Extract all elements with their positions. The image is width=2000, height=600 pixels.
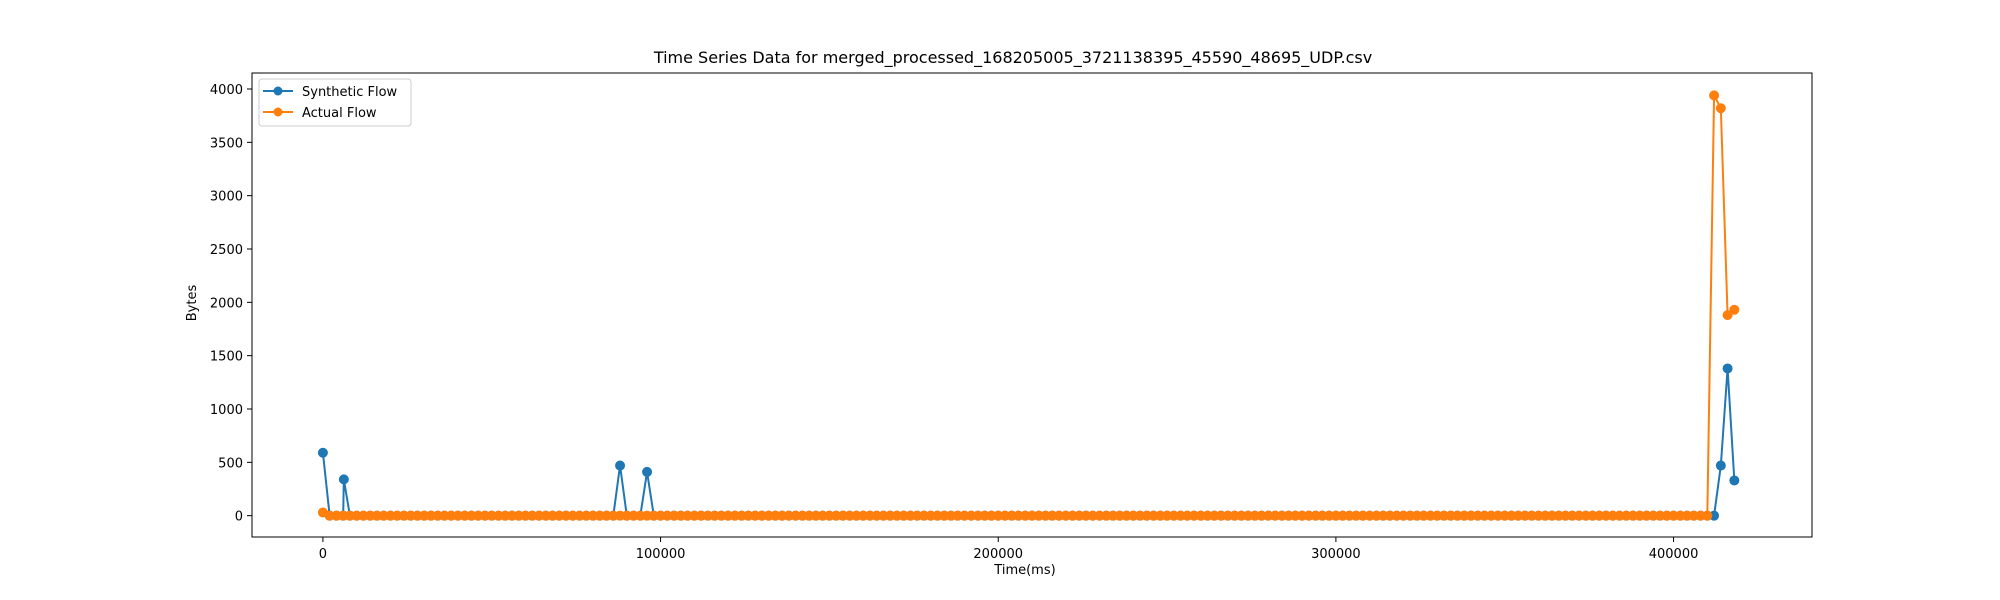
x-tick-label: 400000 [1649,547,1699,562]
y-axis: 0 500 1000 1500 2000 2500 3000 3500 4000 [210,83,252,525]
series-layer [317,90,1740,521]
plot-area [251,72,1813,538]
x-tick-label: 100000 [636,547,686,562]
legend-marker [273,86,283,96]
series-line [322,94,1735,517]
y-tick-label: 1500 [210,350,243,365]
x-axis: 0 100000 200000 300000 400000 [319,537,1699,562]
x-tick-label: 200000 [973,547,1023,562]
series-synthetic-flow [317,363,1740,521]
data-point [642,466,653,477]
x-tick-label: 300000 [1311,547,1361,562]
y-tick-label: 0 [235,510,243,525]
data-point [1729,475,1740,486]
legend-marker [273,107,283,117]
data-point [338,474,349,485]
data-point [1715,103,1726,114]
data-point [615,460,626,471]
legend-box [258,78,412,127]
x-axis-label: Time(ms) [993,563,1055,578]
data-point [1729,304,1740,315]
y-tick-label: 3000 [210,190,243,205]
x-tick-label: 0 [319,547,327,562]
data-point [317,447,328,458]
legend: Synthetic Flow Actual Flow [258,78,412,127]
legend-label: Synthetic Flow [302,85,398,100]
series-line [321,367,1736,517]
y-tick-label: 3500 [210,136,243,151]
y-tick-label: 500 [218,456,243,471]
data-point [1722,363,1733,374]
y-tick-label: 4000 [210,83,243,98]
data-point [1709,90,1720,101]
y-tick-label: 2000 [210,296,243,311]
legend-label: Actual Flow [302,106,377,121]
series-actual-flow [317,90,1740,521]
y-tick-label: 1000 [210,403,243,418]
data-point [1722,310,1733,321]
y-tick-label: 2500 [210,243,243,258]
data-point [1715,460,1726,471]
y-axis-label: Bytes [185,285,200,322]
chart-title: Time Series Data for merged_processed_16… [653,48,1372,68]
data-point [1702,510,1713,521]
plot-frame [251,72,1813,538]
